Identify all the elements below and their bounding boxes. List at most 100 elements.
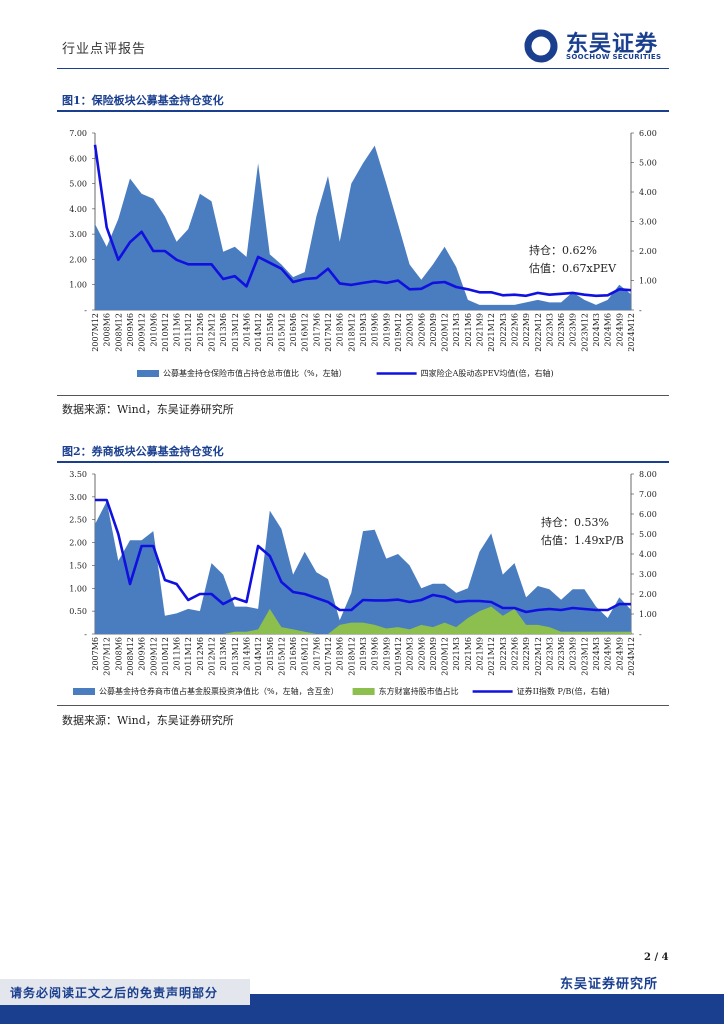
y-left-tick-label: 3.00 [69,230,87,239]
area-series-0 [95,145,631,310]
x-tick-label: 2019M6 [371,637,380,671]
x-tick-label: 2020M12 [441,313,450,352]
figure-2-title: 图2：券商板块公募基金持仓变化 [62,445,224,458]
x-tick-label: 2022M9 [522,313,531,347]
x-tick-label: 2021M3 [452,313,461,347]
y-left-tick-label: 5.00 [69,180,87,189]
y-right-tick-label: 1.00 [639,610,657,619]
legend-label-2: 证券II指数 P/B(倍，右轴) [517,686,610,696]
x-tick-label: 2021M3 [452,637,461,671]
x-tick-label: 2013M6 [219,637,228,671]
disclaimer-box: 请务必阅读正文之后的免责声明部分 [0,979,250,1005]
y-left-tick-label: 2.00 [69,255,87,264]
figure-2-chart: - 0.50 1.00 1.50 2.00 2.50 3.00 3.50 - 1.00 2.00 3.… [69,470,657,696]
figure-1-top-rule [57,110,669,112]
y-right-tick-label: 3.00 [639,218,657,227]
x-tick-label: 2010M12 [161,313,170,352]
y-right-tick-label: 5.00 [639,159,657,168]
x-tick-label: 2013M6 [219,313,228,347]
figure-2-source: 数据来源：Wind，东吴证券研究所 [62,714,234,727]
x-tick-label: 2024M12 [627,313,636,352]
y-right-tick-label: 1.00 [639,277,657,286]
x-tick-label: 2020M12 [441,637,450,676]
x-tick-label: 2023M3 [545,637,554,671]
x-tick-label: 2022M12 [534,637,543,676]
figure-2-top-rule [57,461,669,463]
company-logo: 东吴证券 SOOCHOW SECURITIES [520,26,670,66]
x-tick-label: 2017M12 [324,313,333,352]
y-left-tick-label: 3.00 [69,493,87,502]
x-tick-label: 2023M12 [580,637,589,676]
y-left-tick-label: 2.00 [69,539,87,548]
y-left-tick-label: 2.50 [69,516,87,525]
x-tick-label: 2012M12 [208,313,217,352]
x-tick-label: 2019M6 [371,313,380,347]
figure-1-title: 图1：保险板块公募基金持仓变化 [62,94,224,107]
x-tick-label: 2009M12 [149,637,158,676]
x-tick-label: 2010M12 [161,637,170,676]
x-tick-label: 2012M6 [196,637,205,671]
x-tick-label: 2011M6 [173,637,182,671]
x-tick-label: 2008M6 [114,637,123,671]
x-tick-label: 2016M12 [301,313,310,352]
x-tick-label: 2016M6 [289,637,298,671]
x-tick-label: 2024M3 [592,313,601,347]
disclaimer-text: 请务必阅读正文之后的免责声明部分 [10,986,219,1000]
x-tick-label: 2023M3 [545,313,554,347]
x-tick-label: 2009M12 [138,313,147,352]
x-tick-label: 2024M3 [592,637,601,671]
x-tick-label: 2019M9 [382,637,391,671]
y-left-tick-label: 0.50 [69,607,87,616]
x-tick-label: 2016M12 [301,637,310,676]
y-right-tick-label: 4.00 [639,188,657,197]
x-tick-label: 2014M6 [242,637,251,671]
line-series-1 [93,144,632,298]
footer-org: 东吴证券研究所 [560,977,659,992]
x-tick-label: 2020M3 [406,313,415,347]
logo-text-cn: 东吴证券 [566,31,659,57]
x-tick-label: 2018M6 [336,637,345,671]
y-right-tick-label: 5.00 [639,530,657,539]
x-tick-label: 2020M3 [406,637,415,671]
x-tick-label: 2015M6 [266,313,275,347]
x-tick-label: 2009M6 [138,637,147,671]
y-left-tick-label: 1.50 [69,561,87,570]
header-rule [57,68,669,69]
x-tick-label: 2020M9 [429,313,438,347]
x-tick-label: 2012M12 [208,637,217,676]
x-tick-label: 2021M9 [476,637,485,671]
x-tick-label: 2021M12 [487,637,496,676]
y-left-tick-label: 3.50 [69,470,87,479]
annotation-holding: 持仓：0.62% [529,243,597,257]
y-left-tick-label: 1.00 [69,584,87,593]
x-tick-label: 2022M9 [522,637,531,671]
x-tick-label: 2024M9 [615,637,624,671]
y-right-tick-label: 2.00 [639,590,657,599]
x-tick-label: 2021M12 [487,313,496,352]
x-tick-label: 2021M6 [464,637,473,671]
x-tick-label: 2013M12 [231,313,240,352]
x-tick-label: 2017M6 [312,637,321,671]
x-tick-label: 2011M12 [184,637,193,676]
x-tick-label: 2022M12 [534,313,543,352]
x-tick-label: 2019M12 [394,637,403,676]
y-left-tick-label: 6.00 [69,154,87,163]
x-tick-label: 2023M6 [557,313,566,347]
x-tick-label: 2007M6 [91,637,100,671]
x-tick-label: 2009M6 [126,313,135,347]
y-left-tick-label: 7.00 [69,129,87,138]
x-tick-label: 2021M9 [476,313,485,347]
line-series-2 [95,498,632,614]
y-left-tick-label: - [84,630,87,639]
annotation-holding: 持仓：0.53% [541,515,609,529]
y-right-tick-label: 3.00 [639,570,657,579]
x-tick-label: 2018M12 [347,313,356,352]
x-tick-label: 2017M6 [312,313,321,347]
logo-text-en: SOOCHOW SECURITIES [566,53,662,61]
legend-swatch-0 [137,370,159,377]
y-left-tick-label: 4.00 [69,205,87,214]
x-tick-label: 2008M12 [114,313,123,352]
y-right-tick-label: 2.00 [639,247,657,256]
x-tick-label: 2012M6 [196,313,205,347]
legend-swatch-0 [73,688,95,695]
